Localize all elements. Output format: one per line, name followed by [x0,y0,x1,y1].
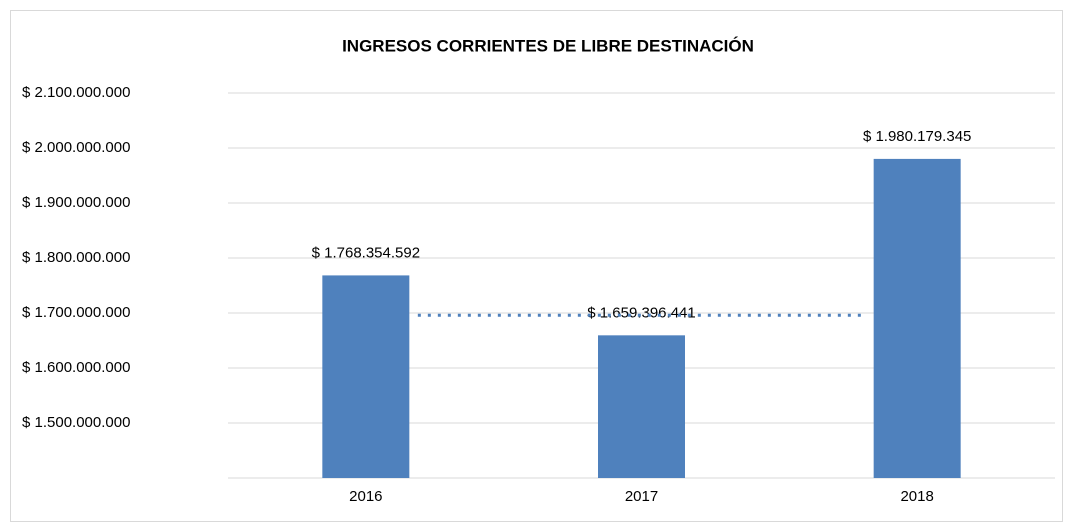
bar [322,275,410,478]
bar [873,158,961,478]
data-label: $ 1.980.179.345 [863,128,971,145]
y-tick-label: $ 1.700.000.000 [22,304,130,321]
chart-title: INGRESOS CORRIENTES DE LIBRE DESTINACIÓN [342,36,754,55]
x-tick-label: 2017 [625,488,658,505]
y-tick-label: $ 1.600.000.000 [22,359,130,376]
y-tick-label: $ 2.100.000.000 [22,84,130,101]
x-tick-label: 2016 [349,488,382,505]
data-label: $ 1.768.354.592 [312,244,420,261]
y-tick-label: $ 1.900.000.000 [22,194,130,211]
bar [598,335,685,478]
data-label: $ 1.659.396.441 [587,304,695,321]
y-tick-label: $ 1.500.000.000 [22,414,130,431]
y-tick-label: $ 1.800.000.000 [22,249,130,266]
x-tick-label: 2018 [900,488,933,505]
y-tick-label: $ 2.000.000.000 [22,139,130,156]
